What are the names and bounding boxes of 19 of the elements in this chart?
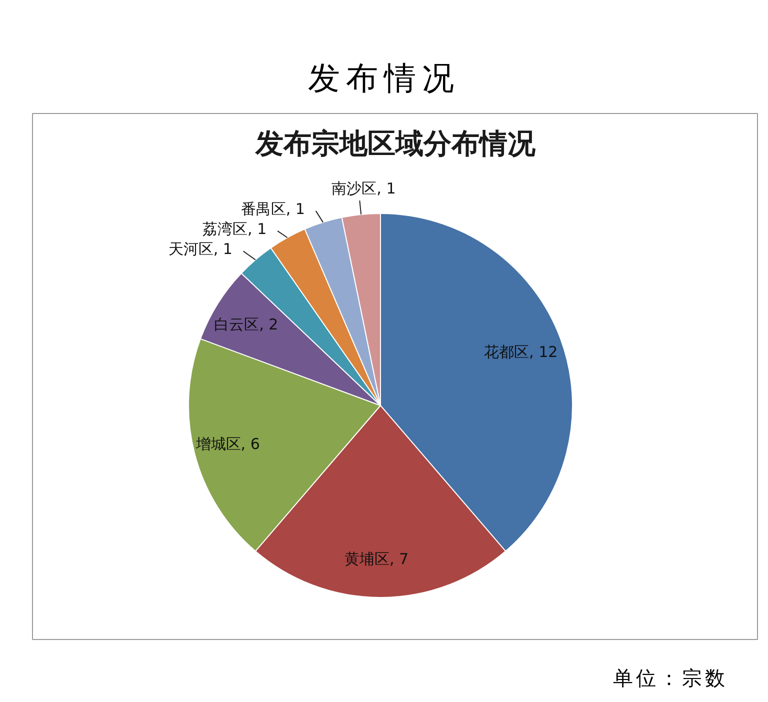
slice-label: 番禺区 (240, 200, 286, 218)
data-label: , 1 (376, 180, 396, 198)
data-label: , 1 (248, 220, 267, 238)
data-label: , 1 (213, 240, 232, 258)
slice-label: 白云区 (214, 315, 260, 334)
slice-label: 荔湾区 (202, 220, 248, 238)
slice-label: 天河区 (168, 240, 214, 258)
data-label: , 6 (240, 435, 260, 453)
data-label: , 2 (259, 315, 278, 334)
data-label: , 12 (529, 343, 558, 362)
slice-label: 增城区 (194, 435, 241, 453)
data-label: , 7 (390, 550, 409, 568)
text: 单位：宗数 (612, 667, 728, 690)
chart-subtitle: 发布宗地区域分布情况 (254, 127, 536, 160)
slice-label: 黄埔区 (344, 550, 390, 568)
data-label: , 1 (286, 200, 305, 218)
slice-label: 花都区 (484, 343, 530, 362)
chart-title: 发布情况 (307, 59, 461, 96)
slice-label: 南沙区 (332, 180, 377, 198)
